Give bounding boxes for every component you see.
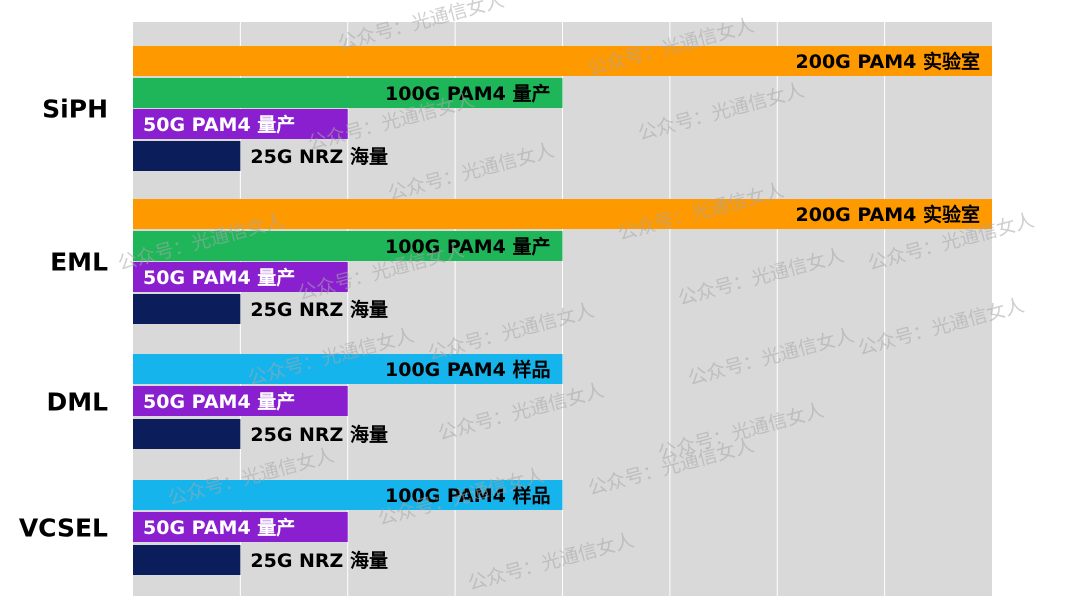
- bar-label: 100G PAM4 样品: [385, 358, 551, 381]
- bar-label: 100G PAM4 量产: [385, 82, 551, 105]
- category-label: SiPH: [42, 95, 108, 124]
- bar: [133, 78, 563, 108]
- bar-label: 25G NRZ 海量: [250, 298, 388, 321]
- bar: [133, 512, 348, 542]
- bar-label: 200G PAM4 实验室: [796, 50, 981, 73]
- bar: [133, 141, 241, 171]
- bar: [133, 262, 348, 292]
- bar: [133, 109, 348, 139]
- bar-label: 50G PAM4 量产: [143, 266, 295, 289]
- bar: [133, 480, 563, 510]
- bar-label: 25G NRZ 海量: [250, 145, 388, 168]
- bar-label: 50G PAM4 量产: [143, 516, 295, 539]
- bars: 200G PAM4 实验室 100G PAM4 量产 50G PAM4 量产 25G …: [133, 46, 992, 575]
- bar: [133, 199, 992, 229]
- bar-label: 50G PAM4 量产: [143, 113, 295, 136]
- category-label: DML: [46, 388, 108, 417]
- bar-label: 100G PAM4 量产: [385, 235, 551, 258]
- bar: [133, 46, 992, 76]
- bar: [133, 545, 241, 575]
- bar: [133, 294, 241, 324]
- bar: [133, 419, 241, 449]
- bar-label: 25G NRZ 海量: [250, 549, 388, 572]
- bar-label: 200G PAM4 实验室: [796, 203, 981, 226]
- category-label: VCSEL: [19, 514, 108, 543]
- bar-label: 25G NRZ 海量: [250, 423, 388, 446]
- bar: [133, 354, 563, 384]
- bar-label: 100G PAM4 样品: [385, 484, 551, 507]
- category-labels: SiPH EML DML VCSEL: [19, 95, 108, 543]
- bar: [133, 386, 348, 416]
- bar: [133, 231, 563, 261]
- category-label: EML: [50, 248, 108, 277]
- bar-label: 50G PAM4 量产: [143, 390, 295, 413]
